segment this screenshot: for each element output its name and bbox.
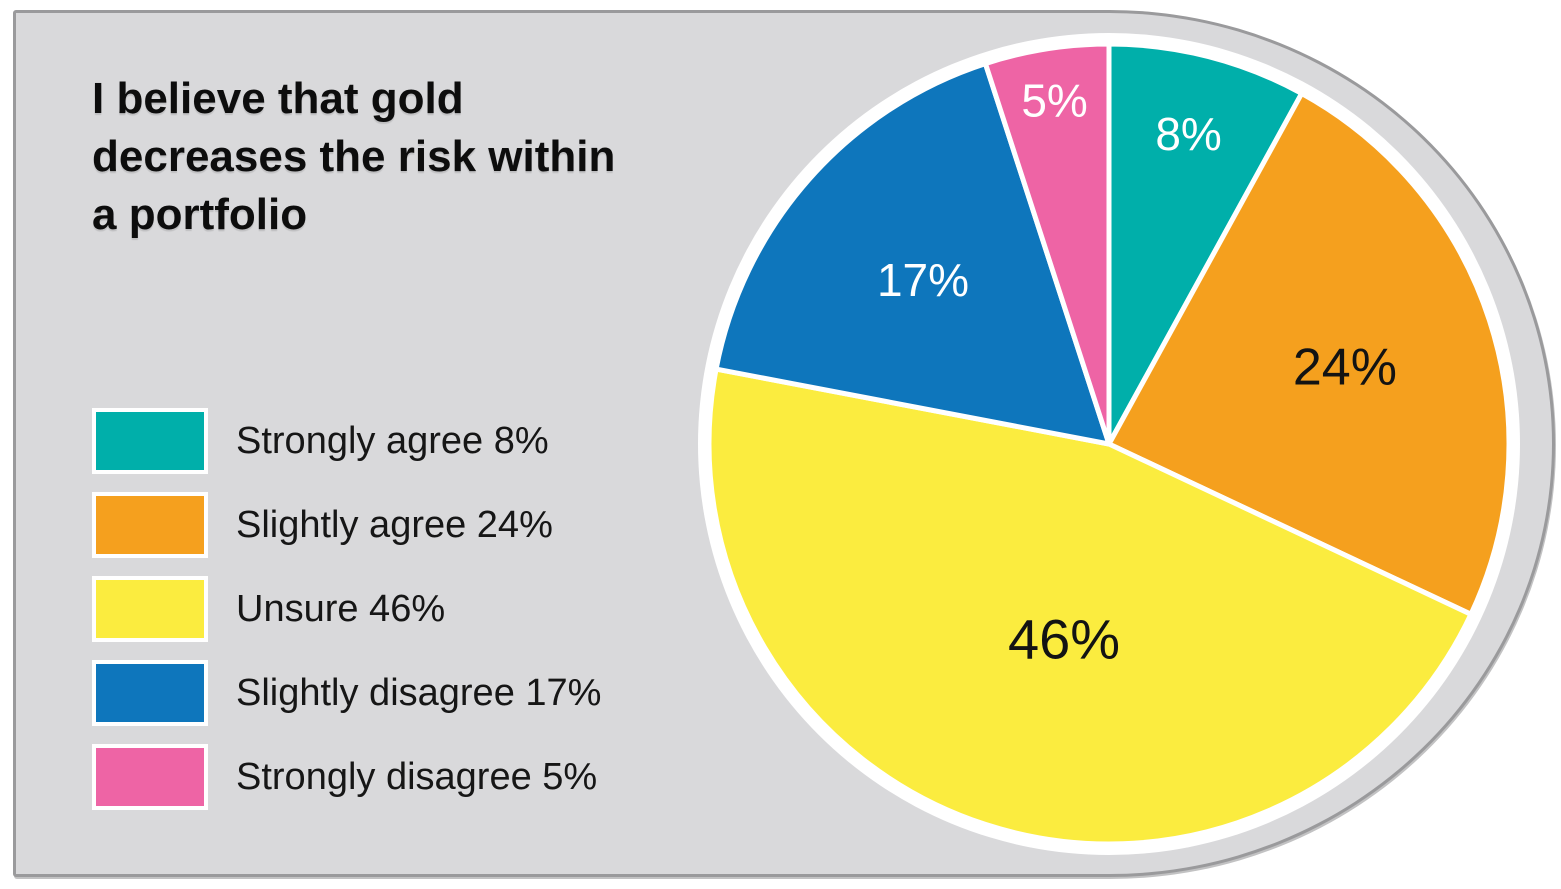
legend-item-strongly-disagree: Strongly disagree 5% (92, 744, 601, 810)
legend-label: Strongly disagree 5% (236, 755, 598, 798)
pie-slice-unsure (706, 366, 1474, 847)
chart-title-line: decreases the risk within (92, 132, 616, 182)
legend-swatch-strongly-disagree (92, 744, 208, 810)
pie-slice-label-strongly-agree: 8% (1155, 108, 1221, 160)
pie-slice-label-unsure: 46% (1008, 607, 1120, 670)
legend-label: Strongly agree 8% (236, 419, 549, 462)
legend-label: Unsure 46% (236, 587, 446, 630)
chart-title: I believe that gold decreases the risk w… (92, 70, 712, 244)
pie-slice-label-slightly-agree: 24% (1293, 338, 1397, 396)
pie-slice-slightly-disagree (713, 61, 1112, 447)
legend-swatch-unsure (92, 576, 208, 642)
legend-swatch-strongly-agree (92, 408, 208, 474)
pie-labels-group: 8% 24% 46% 17% 5% (877, 74, 1397, 670)
legend-swatch-slightly-disagree (92, 660, 208, 726)
legend-label: Slightly agree 24% (236, 503, 553, 546)
pie-slice-label-slightly-disagree: 17% (877, 254, 969, 306)
pie-slices-group (706, 41, 1512, 847)
legend: Strongly agree 8% Slightly agree 24% Uns… (92, 408, 601, 810)
legend-item-slightly-disagree: Slightly disagree 17% (92, 660, 601, 726)
pie-slice-slightly-agree (1106, 90, 1512, 617)
chart-title-line: a portfolio (92, 190, 308, 240)
legend-item-unsure: Unsure 46% (92, 576, 601, 642)
pie-slice-strongly-disagree (982, 41, 1112, 447)
legend-label: Slightly disagree 17% (236, 671, 602, 714)
legend-item-slightly-agree: Slightly agree 24% (92, 492, 601, 558)
legend-item-strongly-agree: Strongly agree 8% (92, 408, 601, 474)
chart-title-line: I believe that gold (92, 74, 464, 123)
pie-slice-strongly-agree (1106, 41, 1305, 447)
legend-swatch-slightly-agree (92, 492, 208, 558)
pie-slice-label-strongly-disagree: 5% (1021, 74, 1087, 126)
